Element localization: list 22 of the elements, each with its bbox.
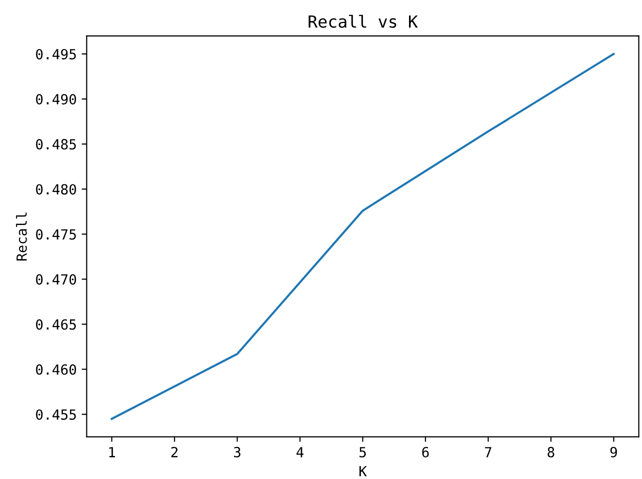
x-tick-label: 7 (484, 447, 492, 458)
line-series (110, 52, 615, 420)
x-tick-label: 1 (109, 447, 116, 458)
y-tick-label: 0.460 (36, 364, 76, 375)
x-axis-title: K (359, 466, 367, 476)
y-tick-label: 0.490 (36, 94, 76, 105)
y-tick-label: 0.485 (36, 139, 76, 150)
x-tick-label: 8 (548, 446, 554, 458)
x-tick-label: 6 (422, 446, 429, 458)
x-tick-label: 9 (610, 446, 617, 458)
y-tick-label: 0.470 (36, 274, 76, 285)
y-tick-label: 0.455 (36, 409, 76, 420)
chart-title: Recall vs K (308, 14, 418, 28)
y-tick-label: 0.475 (36, 229, 76, 240)
y-tick-label: 0.465 (36, 319, 76, 330)
x-tick-label: 4 (296, 447, 304, 458)
y-tick-label: 0.495 (36, 48, 76, 60)
y-axis-title: Recall (16, 212, 27, 260)
x-tick-label: 3 (234, 446, 240, 458)
x-tick-label: 2 (171, 446, 178, 458)
y-tick-label: 0.480 (36, 184, 76, 195)
x-tick-label: 5 (360, 447, 366, 458)
